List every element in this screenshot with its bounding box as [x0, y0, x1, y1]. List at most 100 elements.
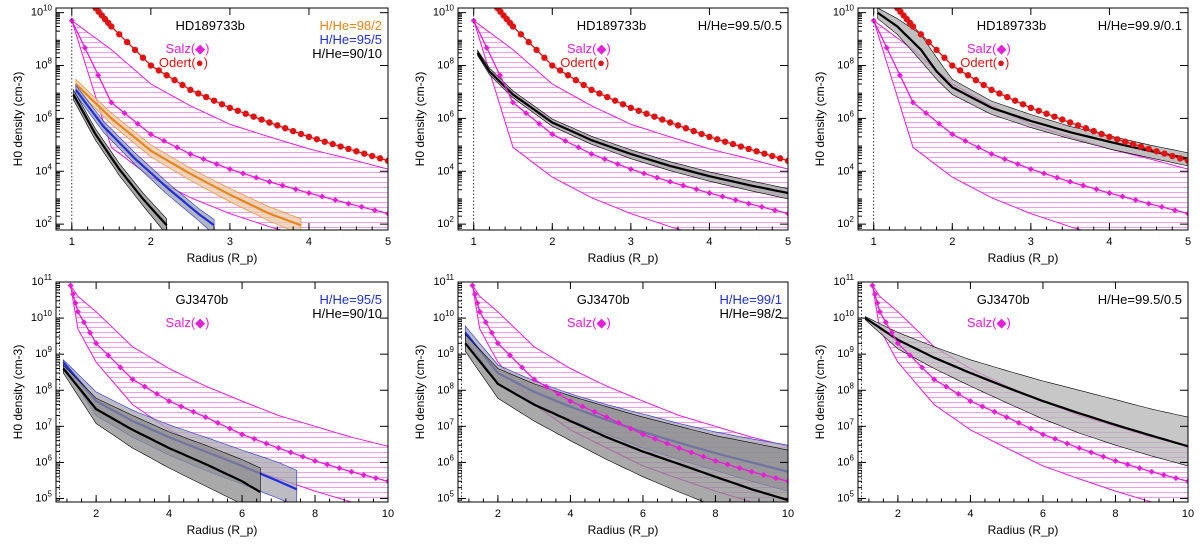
x-tick-label: 4: [1106, 236, 1112, 248]
salz-marker: [108, 99, 115, 106]
y-tick-base: 10: [35, 384, 47, 396]
salz-marker: [1076, 445, 1083, 452]
salz-upper-line: [71, 20, 388, 170]
odert-marker: [988, 86, 995, 94]
salz-marker: [1067, 178, 1074, 185]
odert-marker: [666, 119, 674, 126]
odert-marker: [651, 113, 658, 120]
model-line-2: [62, 367, 261, 494]
salz-marker: [588, 150, 595, 157]
salz-marker: [1052, 435, 1059, 442]
odert-marker: [289, 127, 297, 135]
odert-marker: [761, 150, 768, 157]
odert-marker: [964, 72, 972, 79]
x-tick-label: 10: [382, 508, 394, 520]
salz-marker: [988, 150, 995, 157]
salz-marker: [488, 329, 495, 336]
odert-marker: [1098, 130, 1105, 138]
odert-marker: [116, 31, 123, 38]
odert-marker: [250, 113, 257, 120]
odert-marker: [282, 125, 289, 132]
legend-label: H/He=90/10: [312, 306, 382, 321]
x-tick-label: 8: [712, 508, 718, 520]
y-tick-base: 10: [437, 384, 449, 396]
salz-marker: [494, 340, 501, 347]
plot-frame: [457, 7, 789, 231]
odert-marker: [784, 157, 788, 164]
salz-marker: [141, 383, 148, 390]
y-tick-base: 10: [35, 493, 47, 505]
odert-marker: [171, 76, 178, 84]
odert-marker: [195, 90, 202, 97]
y-tick-exponent: 4: [48, 162, 53, 171]
odert-marker: [517, 31, 525, 38]
y-tick-label: 1010: [31, 4, 53, 19]
y-tick-exponent: 11: [446, 273, 455, 282]
salz-marker: [202, 414, 209, 421]
salz-marker: [555, 390, 562, 397]
odert-marker: [1161, 150, 1168, 157]
plot-area: [62, 282, 388, 502]
odert-marker: [258, 116, 265, 123]
odert-marker: [1059, 116, 1066, 123]
y-tick-exponent: 11: [846, 273, 855, 282]
salz-marker: [664, 440, 671, 447]
x-tick-label: 5: [385, 236, 391, 248]
model-line-1: [864, 317, 1188, 448]
odert-marker: [541, 54, 548, 61]
odert-marker: [556, 67, 564, 74]
odert-marker: [266, 119, 273, 126]
salz-marker: [68, 17, 75, 24]
salz-marker: [1171, 207, 1178, 214]
salz-marker: [178, 403, 185, 410]
salz-marker: [1145, 200, 1152, 207]
odert-marker: [1145, 145, 1152, 153]
y-tick-base: 10: [837, 420, 849, 432]
salz-label: Salz(◆): [567, 41, 611, 56]
salz-marker: [591, 408, 598, 415]
salz-upper-line: [472, 285, 788, 447]
salz-marker: [482, 319, 489, 326]
y-tick-label: 1010: [433, 309, 455, 324]
salz-marker: [1160, 471, 1167, 478]
y-tick-label: 1010: [433, 4, 455, 19]
y-tick-exponent: 10: [43, 309, 52, 318]
y-tick-base: 10: [433, 7, 445, 19]
salz-marker: [70, 291, 77, 298]
y-tick-base: 10: [837, 60, 849, 72]
y-tick-exponent: 5: [850, 490, 855, 499]
salz-marker: [736, 465, 743, 472]
salz-marker: [105, 352, 112, 359]
salz-marker: [93, 340, 100, 347]
odert-marker: [753, 148, 760, 155]
salz-marker: [667, 178, 674, 185]
odert-marker: [1043, 110, 1050, 117]
salz-marker: [385, 478, 388, 485]
legend-label: H/He=98/2: [319, 18, 382, 33]
x-tick-label: 3: [628, 236, 634, 248]
salz-marker: [652, 435, 659, 442]
legend-label: H/He=99.9/0.1: [1098, 18, 1182, 33]
salz-upper-line: [473, 20, 788, 170]
y-tick-exponent: 4: [450, 162, 455, 171]
odert-marker: [242, 110, 249, 117]
y-tick-label: 108: [837, 57, 854, 72]
y-tick-exponent: 6: [450, 109, 455, 118]
odert-marker: [1019, 101, 1027, 108]
odert-marker: [155, 67, 162, 74]
salz-marker: [121, 110, 128, 117]
salz-marker: [81, 44, 88, 51]
odert-marker: [611, 97, 619, 104]
salz-marker: [1148, 468, 1155, 475]
odert-marker: [925, 38, 932, 46]
y-tick-label: 106: [837, 453, 854, 468]
y-tick-base: 10: [837, 348, 849, 360]
plot-area: [470, 8, 788, 230]
salz-marker: [693, 186, 700, 193]
plot-area: [864, 282, 1188, 502]
salz-marker: [688, 449, 695, 456]
legend-label: H/He=98/2: [719, 306, 782, 321]
